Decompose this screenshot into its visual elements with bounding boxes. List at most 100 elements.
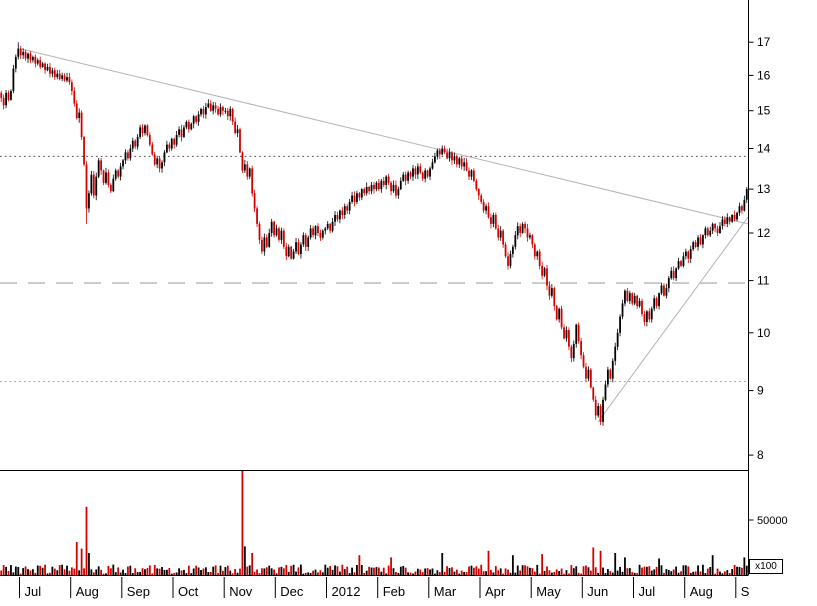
candle: [628, 290, 631, 304]
candle: [563, 324, 565, 340]
volume-bar: [195, 565, 198, 575]
volume-bar: [402, 566, 405, 575]
volume-bar: [624, 557, 626, 575]
candle: [239, 127, 241, 154]
candle: [66, 72, 68, 83]
candle: [7, 90, 10, 102]
volume-bar: [66, 565, 68, 575]
candle: [745, 187, 748, 203]
candle: [226, 107, 229, 120]
volume-bar: [548, 570, 551, 575]
volume-bar: [287, 571, 290, 575]
volume-bar: [665, 569, 668, 575]
candle: [63, 73, 66, 82]
candle: [548, 281, 551, 300]
volume-bar: [326, 567, 329, 575]
candle: [144, 124, 146, 136]
candle: [356, 190, 358, 205]
month-label: Aug: [690, 584, 713, 599]
volume-bar: [650, 570, 653, 575]
volume-bar: [153, 564, 156, 575]
volume-bar: [731, 569, 734, 575]
candle: [34, 54, 37, 68]
volume-bar: [721, 573, 724, 575]
candle: [546, 265, 548, 291]
volume-bar: [88, 553, 90, 575]
price-tick-label: 8: [757, 448, 764, 462]
volume-bar: [670, 571, 673, 575]
candle: [468, 167, 470, 180]
candle: [602, 396, 604, 426]
volume-bar: [0, 570, 3, 575]
candle: [516, 222, 519, 240]
candle: [27, 52, 29, 63]
candle: [709, 226, 712, 237]
candle: [263, 233, 266, 256]
candle: [192, 114, 195, 129]
volume-bar: [56, 570, 59, 575]
volume-bar: [351, 567, 353, 575]
candle: [667, 275, 670, 293]
candle: [331, 217, 334, 233]
candle: [490, 213, 492, 229]
volume-bar: [558, 571, 561, 575]
volume-bar: [85, 506, 88, 575]
volume-bar: [70, 567, 73, 575]
candle: [641, 298, 643, 317]
volume-bar: [529, 567, 531, 575]
candle: [75, 100, 78, 120]
candle: [448, 148, 451, 162]
volume-bar: [611, 572, 614, 575]
volume-bar: [53, 568, 56, 575]
candle: [645, 309, 648, 327]
volume-bar: [504, 568, 507, 575]
volume-bar: [97, 566, 100, 575]
candle: [560, 305, 563, 330]
volume-bar: [509, 572, 512, 575]
volume-bar: [309, 573, 312, 575]
candle: [653, 295, 656, 312]
candle: [141, 124, 144, 137]
volume-bar: [151, 573, 154, 575]
volume-bar: [214, 565, 217, 575]
candle: [541, 261, 544, 280]
candle: [409, 170, 412, 180]
volume-bar: [480, 564, 483, 575]
candle: [185, 120, 188, 130]
volume-bar: [663, 572, 665, 575]
candle: [436, 148, 439, 160]
candle: [336, 211, 339, 222]
candle: [117, 169, 120, 179]
volume-bar: [183, 569, 185, 575]
volume-bar: [324, 564, 327, 575]
candle: [17, 42, 20, 60]
volume-bar: [139, 571, 141, 575]
candle: [346, 204, 349, 215]
candle: [736, 211, 738, 222]
candle: [702, 234, 704, 249]
candle: [146, 124, 149, 137]
candle: [499, 226, 502, 241]
volume-bar: [521, 565, 524, 575]
volume-bar: [343, 569, 346, 575]
volume-bar: [377, 567, 380, 575]
candle: [202, 105, 205, 119]
volume-bar: [555, 569, 558, 575]
volume-bar: [497, 570, 500, 575]
candle: [728, 216, 731, 225]
volume-bar: [41, 567, 44, 575]
candle: [511, 244, 514, 258]
candle: [692, 240, 695, 251]
candle: [397, 186, 400, 199]
volume-bar: [443, 571, 446, 575]
volume-bar: [614, 553, 617, 575]
candle: [716, 225, 719, 236]
candle: [443, 145, 446, 154]
candle: [222, 105, 224, 116]
volume-bar: [524, 565, 526, 575]
volume-bar: [519, 570, 522, 575]
volume-tick-label: 50000: [757, 515, 788, 527]
candle: [536, 250, 539, 260]
